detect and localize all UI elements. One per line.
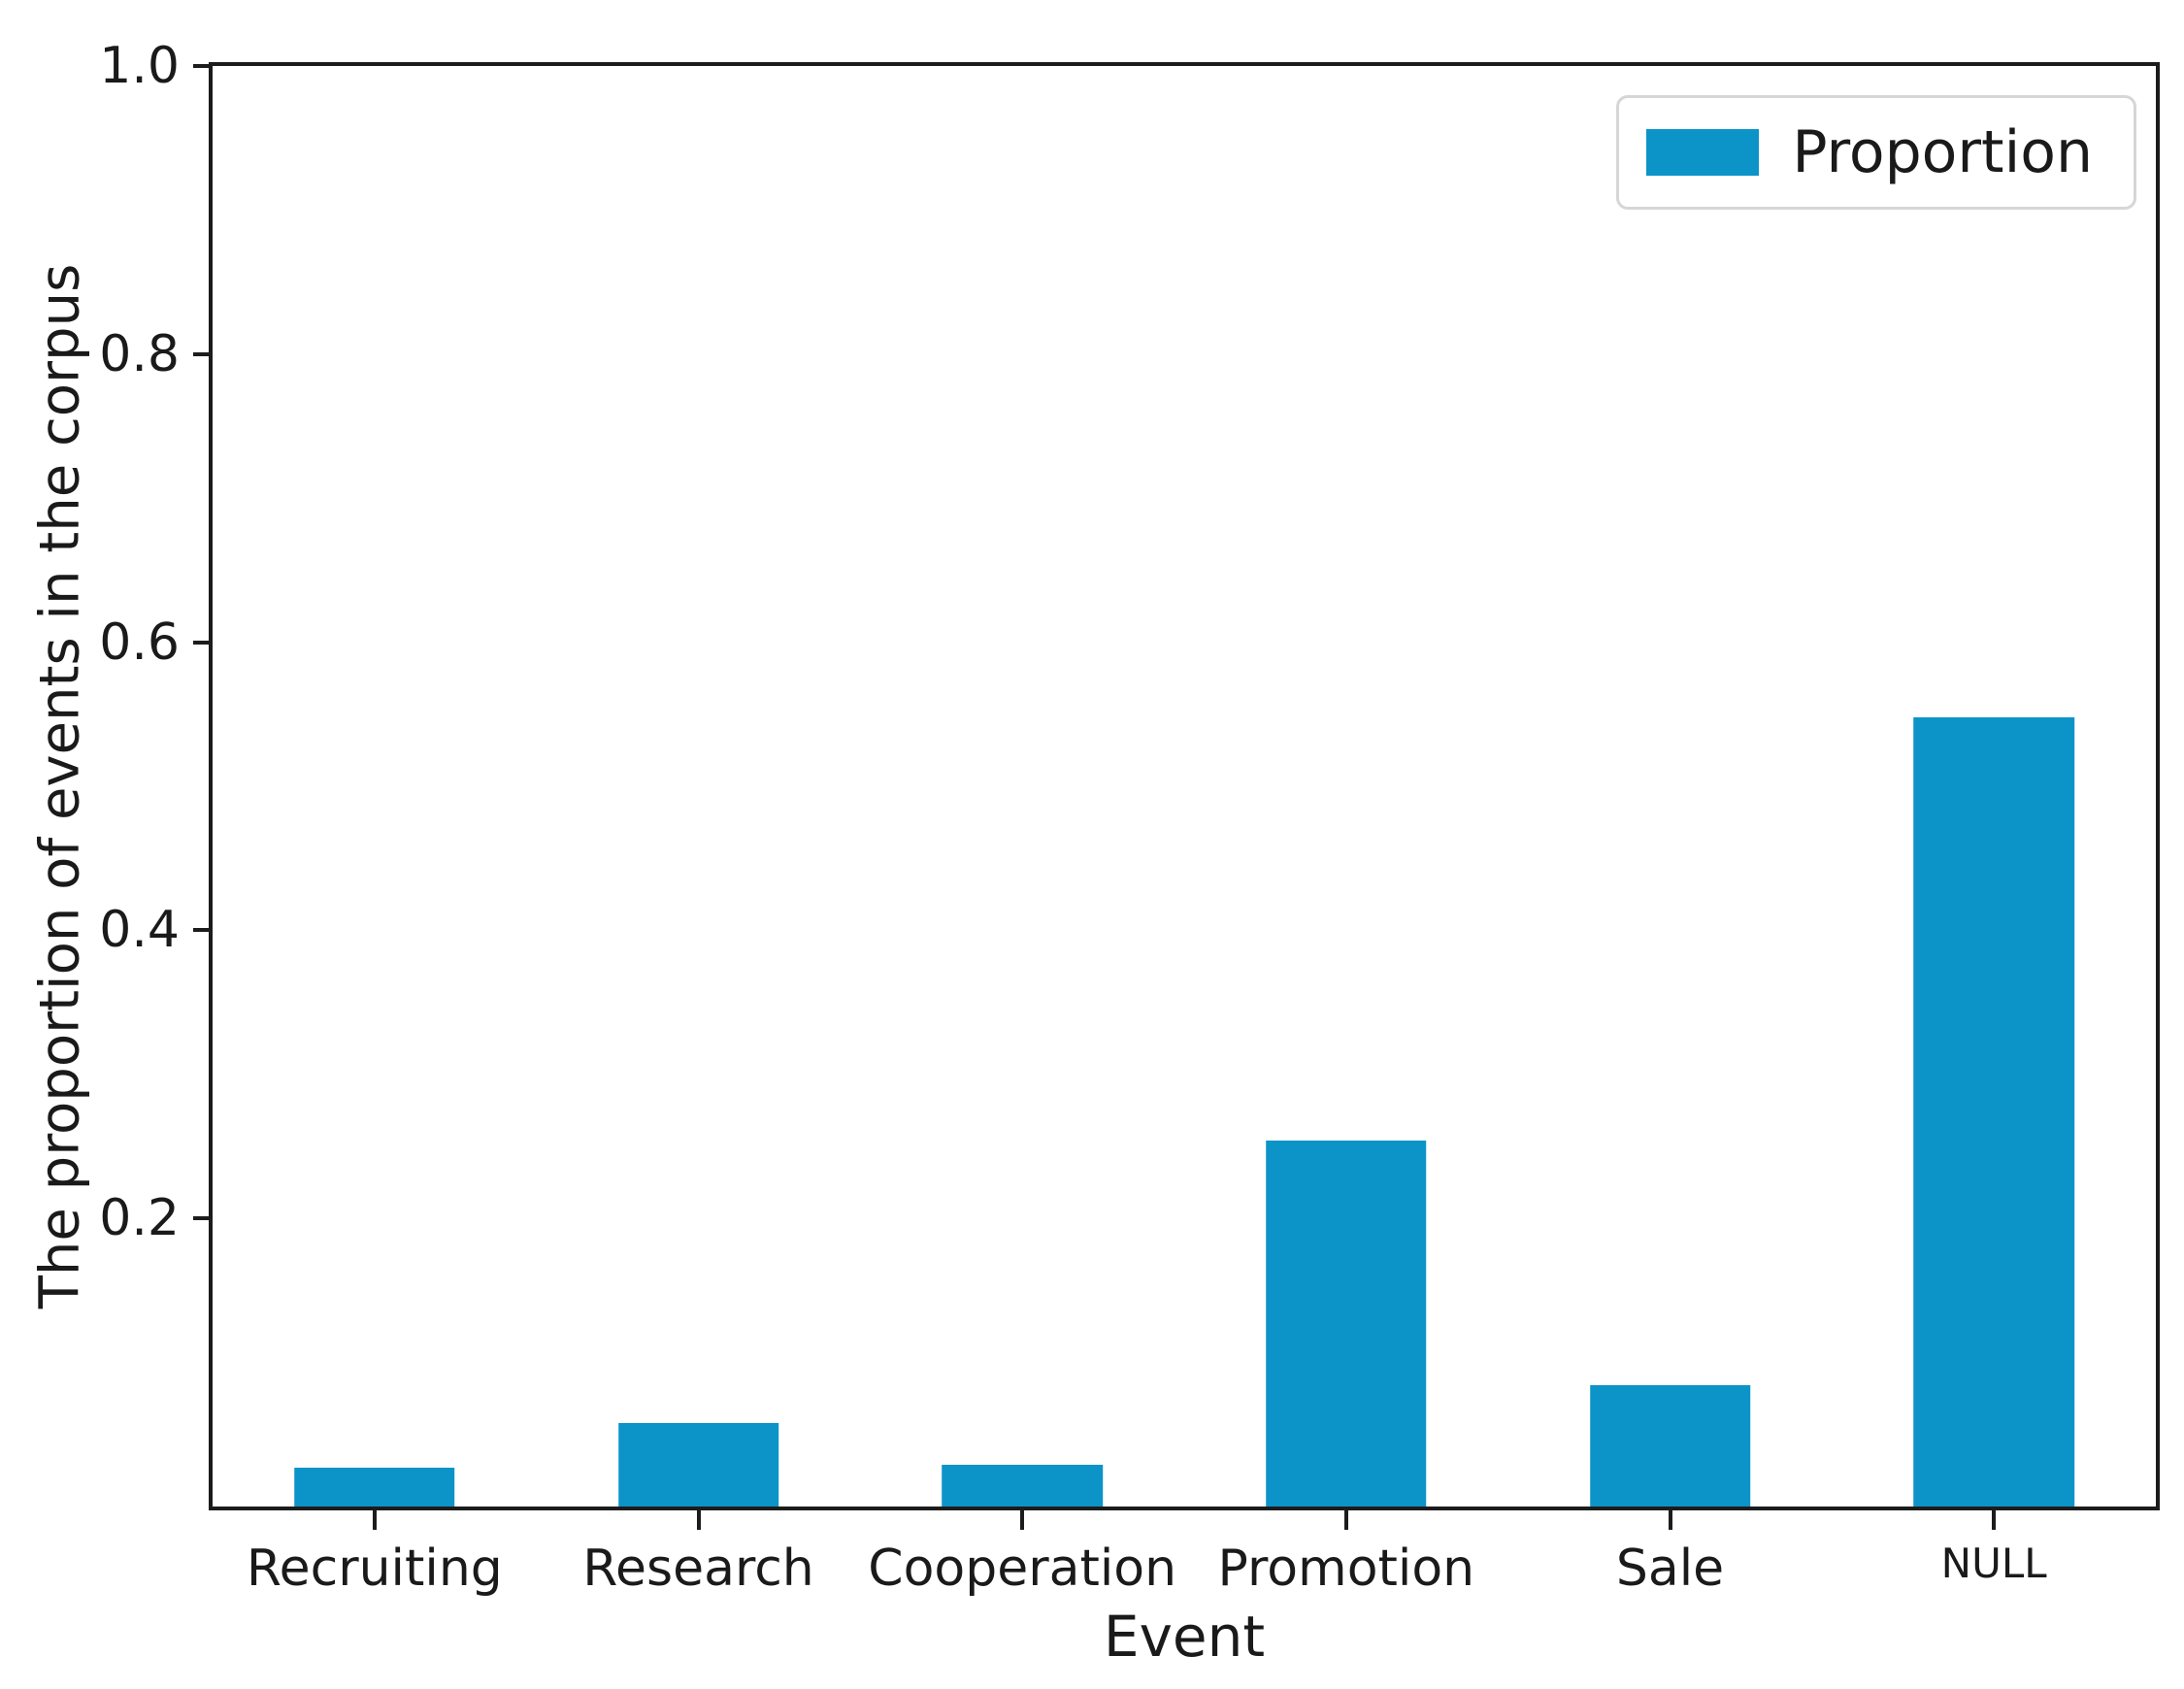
- y-tick-label: 0.4: [99, 901, 180, 960]
- y-axis-label: The proportion of events in the corpus: [28, 263, 92, 1309]
- legend: Proportion: [1616, 95, 2136, 210]
- y-tick-mark: [193, 640, 209, 645]
- plot-area: 0.2 0.4 0.6 0.8 1.0 Recruiting Research Cooper…: [99, 41, 2160, 1594]
- x-tick-mark: [1992, 1510, 1997, 1530]
- x-tick-label: Promotion: [1217, 1540, 1475, 1598]
- bar-cooperation: [942, 1464, 1103, 1507]
- x-tick-mark: [696, 1510, 701, 1530]
- x-tick-mark: [1343, 1510, 1348, 1530]
- x-tick-mark: [1668, 1510, 1672, 1530]
- y-tick-mark: [193, 351, 209, 356]
- legend-label: Proportion: [1792, 118, 2093, 186]
- y-tick-mark: [193, 1216, 209, 1221]
- bar-sale: [1589, 1385, 1751, 1507]
- legend-color-swatch-icon: [1646, 129, 1760, 176]
- bar-recruiting: [294, 1467, 455, 1507]
- bar-null: [1913, 716, 2074, 1507]
- x-tick-label: Sale: [1615, 1540, 1725, 1598]
- x-tick-label: Cooperation: [868, 1540, 1177, 1598]
- y-tick-label: 0.8: [99, 324, 180, 383]
- y-tick-mark: [193, 64, 209, 68]
- y-tick-label: 1.0: [99, 37, 180, 95]
- x-tick-mark: [1020, 1510, 1025, 1530]
- y-tick-mark: [193, 928, 209, 933]
- y-tick-label: 0.6: [99, 613, 180, 672]
- bar-promotion: [1266, 1141, 1427, 1507]
- x-axis-label: Event: [1103, 1604, 1266, 1670]
- y-tick-label: 0.2: [99, 1189, 180, 1248]
- x-tick-label: NULL: [1940, 1540, 2047, 1587]
- bar-research: [617, 1422, 779, 1507]
- x-tick-label: Recruiting: [246, 1540, 503, 1598]
- x-tick-label: Research: [582, 1540, 814, 1598]
- x-tick-mark: [372, 1510, 377, 1530]
